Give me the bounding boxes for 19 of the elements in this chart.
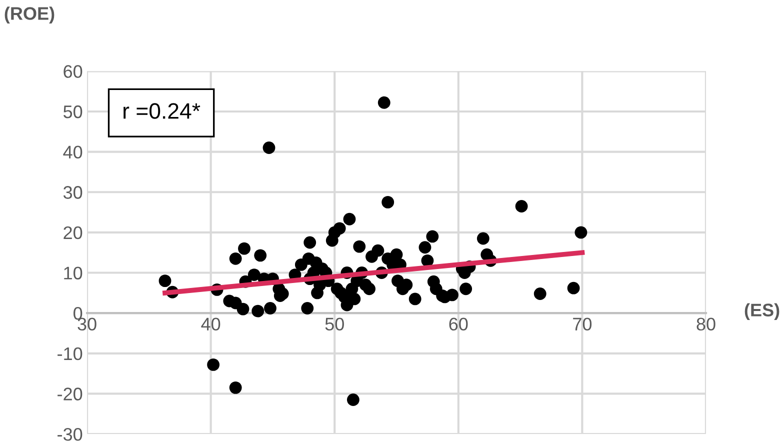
y-tick-label: 40 — [63, 146, 82, 159]
x-axis-title: (ES) — [744, 303, 780, 320]
x-tick-label: 40 — [201, 318, 220, 331]
y-tick-label: 0 — [74, 307, 82, 320]
x-tick-label: 80 — [696, 318, 716, 331]
y-tick-label: 20 — [64, 226, 82, 240]
annotation: r =0.24* — [124, 103, 200, 119]
y-tick-label: -30 — [58, 428, 82, 441]
y-tick-label: 50 — [64, 105, 82, 118]
x-tick-label: 30 — [78, 318, 96, 331]
y-tick-label: -20 — [58, 388, 82, 400]
y-tick-label: 10 — [64, 266, 82, 280]
y-tick-label: -10 — [58, 347, 82, 360]
x-tick-label: 60 — [449, 318, 468, 331]
y-tick-label: 30 — [63, 186, 82, 199]
y-axis-title: (ROE) — [4, 6, 54, 24]
x-tick-label: 70 — [573, 318, 592, 331]
x-tick-label: 50 — [325, 318, 344, 331]
y-tick-label: 60 — [64, 65, 82, 78]
